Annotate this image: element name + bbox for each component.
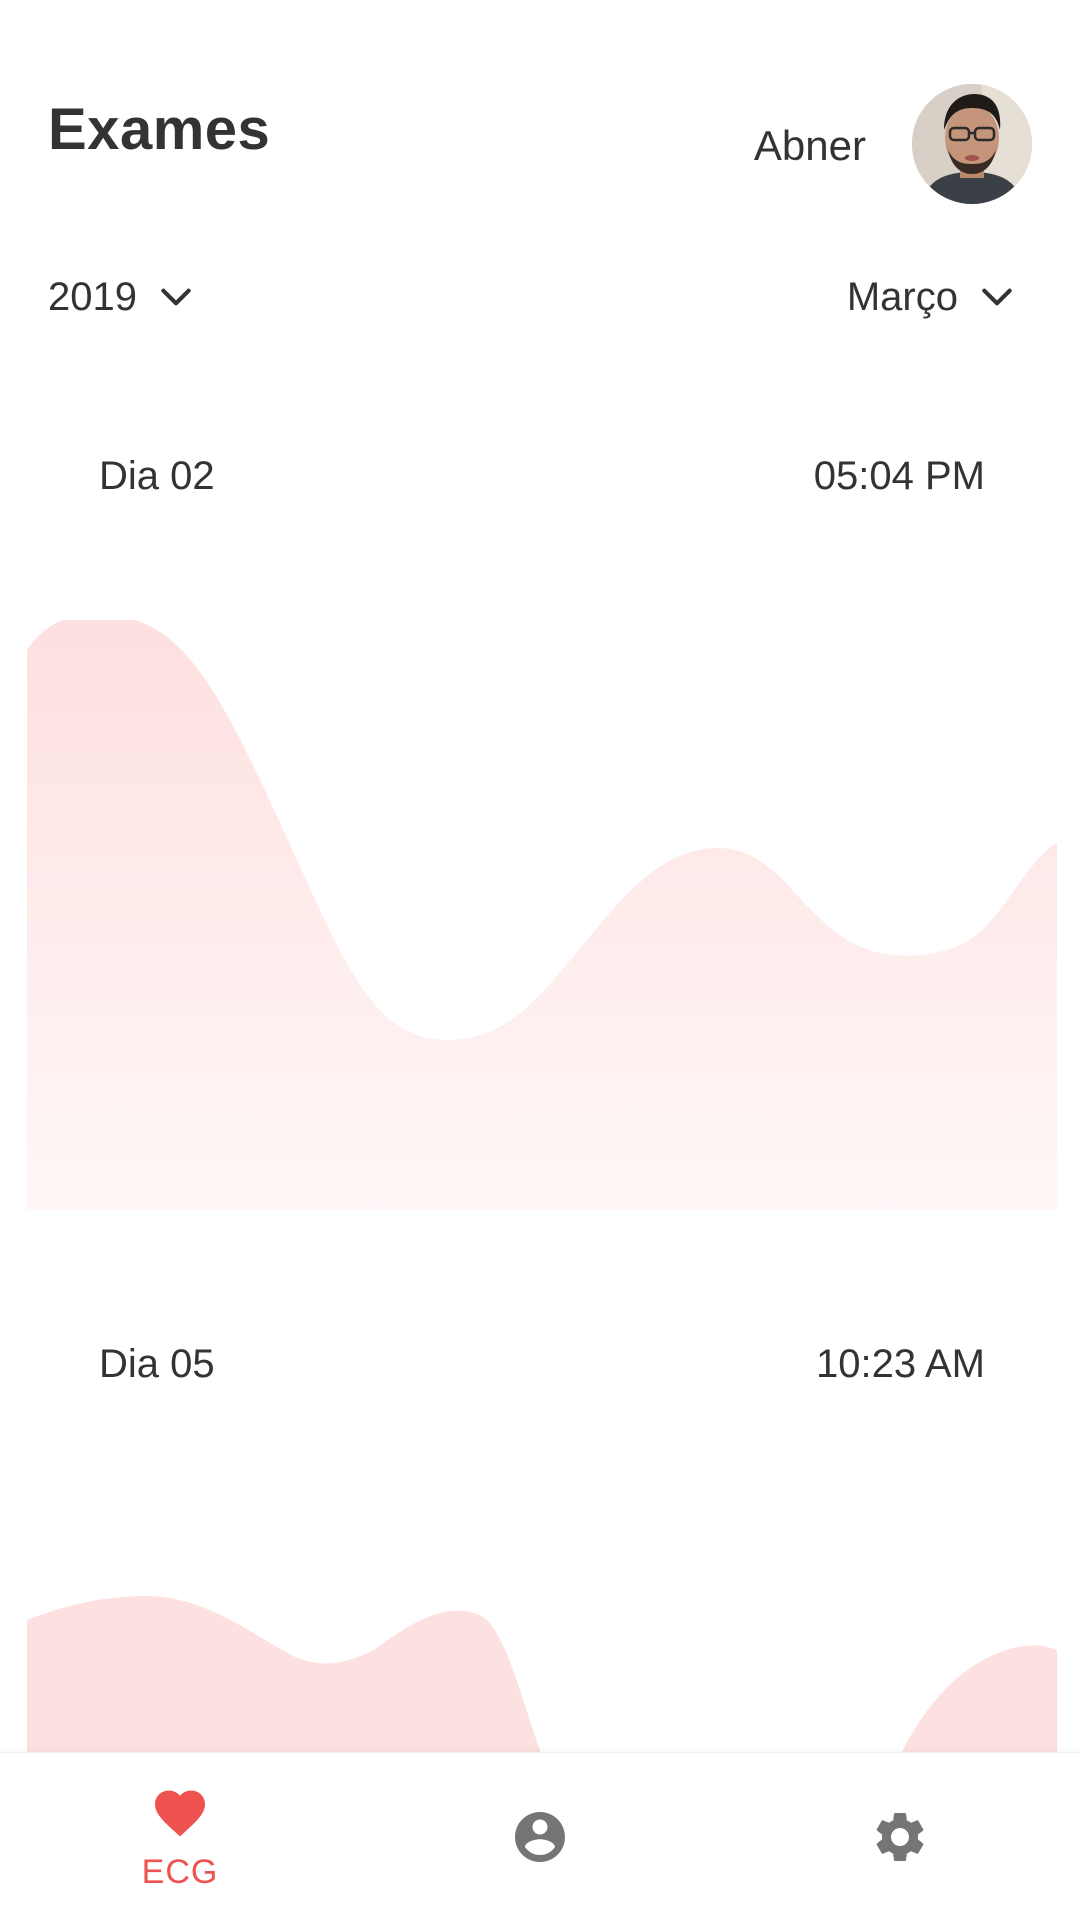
date-filters: 2019 Março: [0, 262, 1080, 332]
avatar[interactable]: [912, 84, 1032, 204]
ecg-wave-area: [894, 1645, 1057, 1768]
ecg-wave-area: [27, 1596, 547, 1768]
exam-header: Dia 05 10:23 AM: [27, 1328, 1057, 1408]
heart-icon: [155, 1790, 205, 1837]
month-dropdown[interactable]: Março: [847, 262, 1016, 332]
account-circle-icon: [515, 1812, 565, 1862]
ecg-wave-chart: [27, 620, 1057, 1220]
nav-item-settings[interactable]: [800, 1753, 1000, 1921]
nav-item-profile[interactable]: [440, 1753, 640, 1921]
exam-card[interactable]: Dia 05 10:23 AM: [27, 1328, 1057, 1768]
gear-icon: [876, 1813, 924, 1861]
exam-time: 10:23 AM: [815, 1342, 985, 1386]
ecg-wave: [27, 1596, 1057, 1768]
page-title: Exames: [48, 97, 271, 162]
exam-time: 05:04 PM: [813, 454, 985, 498]
ecg-wave-area: [27, 620, 1057, 1210]
user-name: Abner: [753, 122, 866, 169]
app-header: Exames Abner: [0, 0, 1080, 240]
chevron-down-icon: [161, 288, 191, 306]
bottom-navigation: ECG: [0, 1752, 1080, 1921]
exam-day: Dia 02: [99, 454, 215, 498]
exam-day: Dia 05: [99, 1342, 215, 1386]
chevron-down-icon: [982, 288, 1012, 306]
nav-label-ecg: ECG: [141, 1853, 219, 1891]
year-dropdown[interactable]: 2019: [48, 262, 195, 332]
nav-item-ecg[interactable]: ECG: [80, 1753, 280, 1921]
exam-card[interactable]: Dia 02 05:04 PM: [27, 440, 1057, 1230]
year-label: 2019: [48, 274, 137, 319]
month-label: Março: [846, 274, 958, 319]
avatar-photo: [912, 84, 1032, 204]
ecg-wave-chart: [27, 1508, 1057, 1768]
ecg-wave: [27, 620, 1057, 1210]
exam-header: Dia 02 05:04 PM: [27, 440, 1057, 520]
